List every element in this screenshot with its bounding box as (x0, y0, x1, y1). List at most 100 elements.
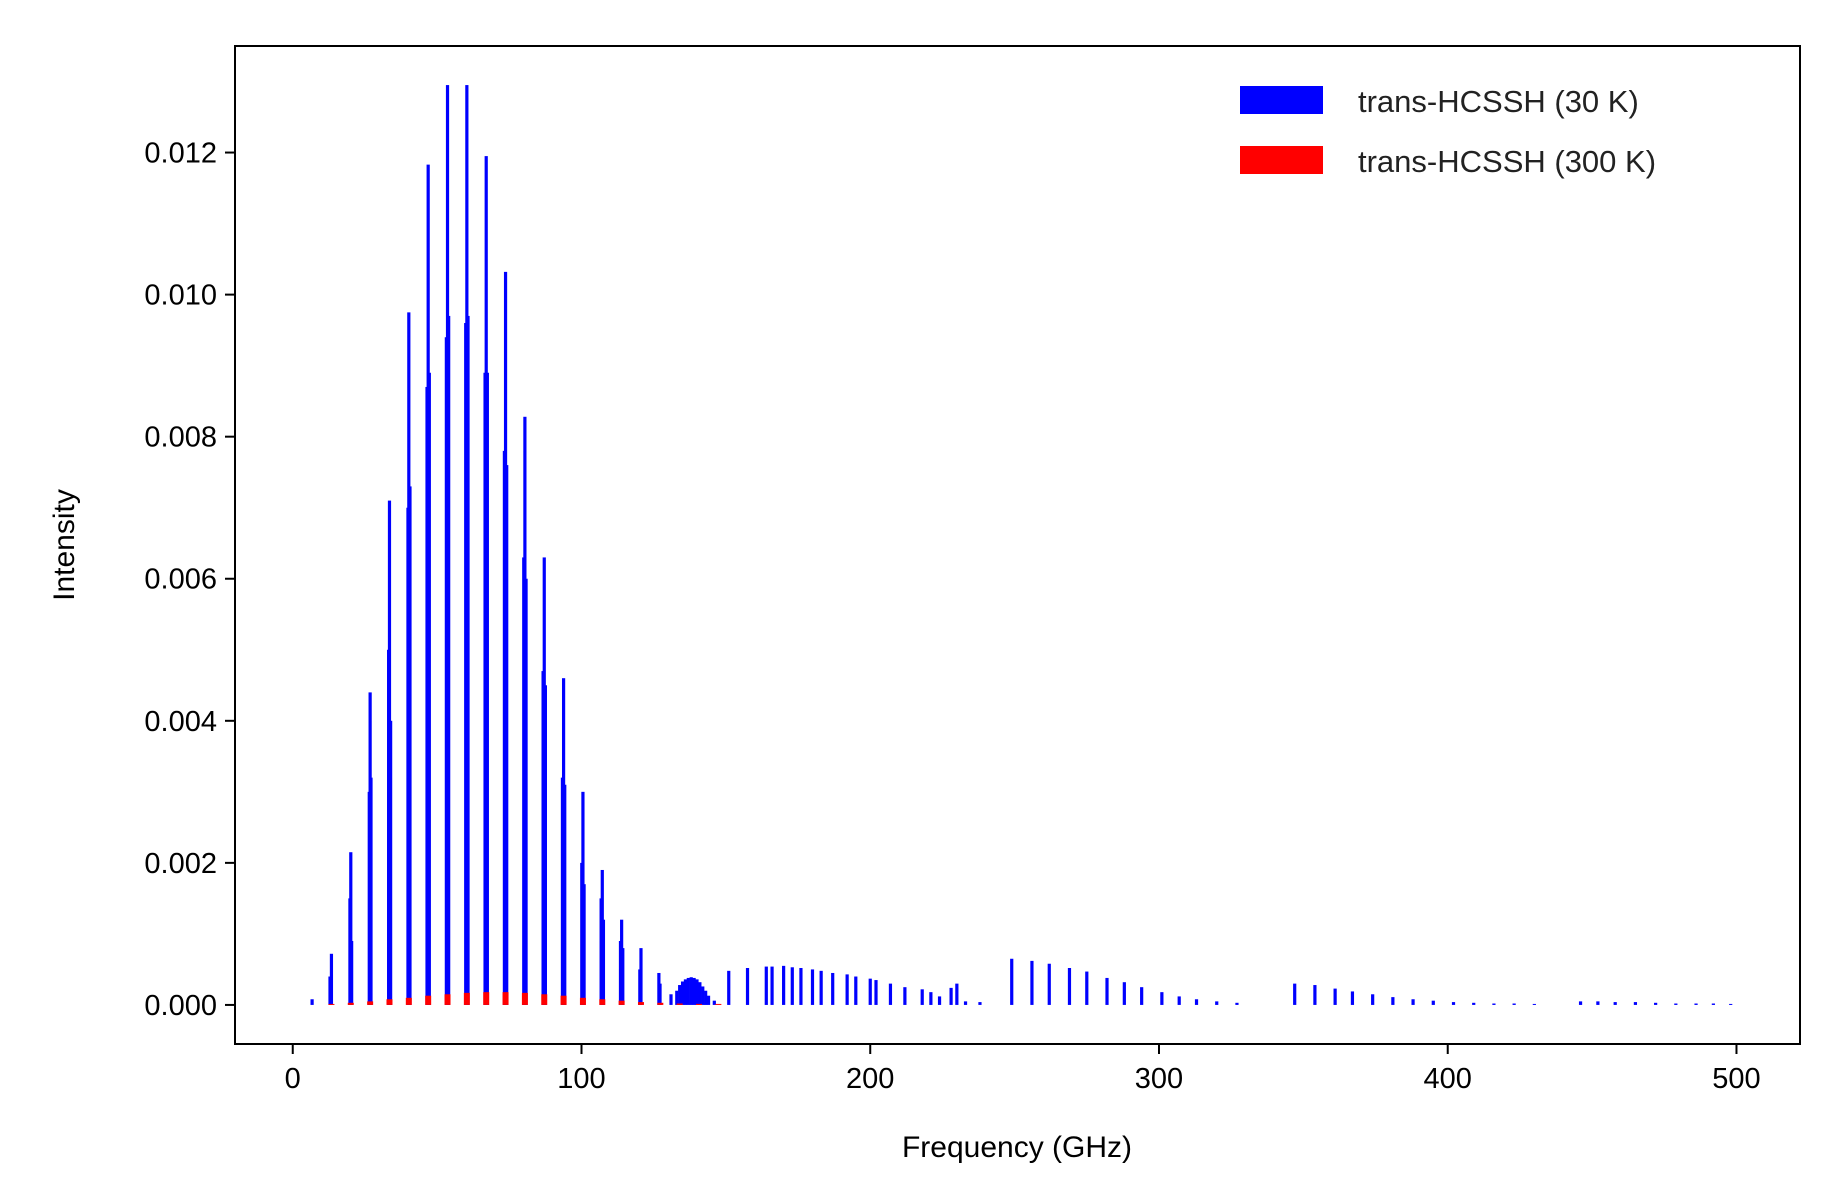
bar-series0-5 (350, 941, 354, 1005)
bar-series0-82 (920, 989, 924, 1005)
bar-series0-86 (955, 983, 959, 1005)
bar-series0-81 (903, 987, 907, 1005)
bar-series0-57 (686, 977, 690, 1005)
bar-series0-99 (1194, 999, 1199, 1005)
bar-series0-89 (1010, 958, 1014, 1005)
x-tick-label-1: 100 (557, 1063, 605, 1095)
bar-series0-49 (638, 969, 642, 1005)
bar-series0-54 (678, 985, 682, 1005)
bar-series0-60 (695, 979, 699, 1005)
y-axis: 0.000 0.002 0.004 0.006 0.008 0.010 0.012 (144, 138, 235, 1022)
bar-series0-73 (810, 969, 815, 1005)
bar-series1-17 (657, 1002, 664, 1005)
bar-series1-20 (715, 1003, 722, 1005)
legend-swatch-30k (1240, 86, 1323, 114)
bar-series0-13 (406, 507, 410, 1005)
bar-series0-109 (1431, 1000, 1435, 1005)
bar-series0-74 (819, 970, 823, 1005)
y-tick-label-2: 0.004 (144, 706, 217, 738)
bar-series1-1 (347, 1002, 354, 1005)
bar-series0-61 (698, 982, 702, 1005)
bar-series0-113 (1512, 1003, 1516, 1005)
bar-series0-88 (978, 1002, 982, 1005)
bar-series0-55 (680, 981, 685, 1005)
x-tick-label-5: 500 (1712, 1063, 1760, 1095)
bar-series0-85 (949, 987, 953, 1005)
bar-series0-43 (599, 898, 603, 1005)
bar-series0-106 (1371, 994, 1375, 1005)
bar-series0-102 (1293, 983, 1297, 1005)
bar-series0-121 (1694, 1003, 1698, 1005)
bar-series0-94 (1105, 977, 1109, 1005)
bar-series0-100 (1215, 1001, 1219, 1005)
bar-series0-87 (963, 1001, 968, 1005)
y-tick-label-0: 0.000 (144, 990, 217, 1022)
y-tick-label-4: 0.008 (144, 422, 217, 454)
bar-series1-6 (444, 994, 451, 1005)
bar-series0-97 (1160, 992, 1164, 1005)
bar-series1-4 (405, 997, 412, 1005)
x-tick-label-3: 300 (1135, 1063, 1183, 1095)
bar-series0-47 (621, 948, 625, 1005)
bar-series0-53 (675, 990, 679, 1005)
bar-series0-83 (929, 992, 933, 1005)
bar-series1-10 (521, 992, 528, 1005)
bar-series0-14 (408, 486, 412, 1005)
bar-series0-23 (466, 315, 470, 1005)
legend: trans-HCSSH (30 K) trans-HCSSH (300 K) (1240, 84, 1656, 179)
bar-series0-78 (868, 978, 872, 1005)
bar-series0-111 (1472, 1002, 1476, 1005)
bar-series0-26 (485, 372, 489, 1005)
y-tick-label-1: 0.002 (144, 848, 217, 880)
bar-series0-71 (790, 967, 794, 1005)
bar-series0-77 (854, 976, 858, 1005)
bar-series1-15 (618, 1000, 625, 1005)
bar-series0-98 (1177, 996, 1181, 1005)
bar-series1-9 (502, 992, 509, 1005)
bar-series0-112 (1492, 1003, 1496, 1005)
bar-series0-7 (367, 791, 371, 1005)
bars-layer (310, 85, 1733, 1005)
bar-series1-11 (541, 994, 548, 1005)
bar-series1-18 (676, 1003, 683, 1005)
bar-series0-91 (1047, 963, 1051, 1005)
bar-series0-40 (580, 862, 584, 1005)
bar-series0-4 (348, 898, 352, 1005)
bar-series0-32 (524, 578, 528, 1005)
bar-series0-117 (1613, 1002, 1617, 1005)
bar-series0-28 (502, 450, 506, 1005)
bar-series0-41 (582, 884, 586, 1005)
bar-series0-75 (831, 972, 835, 1005)
bar-series0-66 (727, 970, 731, 1005)
bar-series0-52 (669, 994, 673, 1005)
bar-series0-80 (888, 983, 893, 1005)
bar-series0-120 (1674, 1003, 1678, 1005)
bar-series0-101 (1235, 1002, 1239, 1005)
bar-series0-25 (483, 372, 487, 1005)
bar-series0-116 (1596, 1001, 1600, 1005)
bar-series1-2 (367, 1001, 374, 1005)
bar-series1-3 (386, 999, 393, 1005)
bar-series0-46 (618, 941, 623, 1005)
legend-label-30k: trans-HCSSH (30 K) (1358, 84, 1639, 119)
bar-series0-51 (658, 983, 662, 1005)
legend-swatch-300k (1240, 146, 1323, 174)
bar-series0-11 (389, 720, 393, 1005)
bar-series0-92 (1067, 968, 1072, 1005)
bar-series0-67 (745, 968, 750, 1005)
bar-series0-34 (541, 671, 545, 1005)
bar-series0-84 (937, 996, 942, 1005)
bar-series0-37 (560, 777, 565, 1005)
bar-series0-35 (543, 685, 547, 1005)
bar-series0-20 (447, 315, 451, 1005)
bar-series0-10 (387, 649, 391, 1005)
bar-series0-69 (770, 966, 774, 1005)
bar-series0-70 (782, 965, 786, 1005)
bar-series0-0 (310, 999, 314, 1005)
x-axis: 0 100 200 300 400 500 (285, 1044, 1761, 1095)
bar-series0-105 (1350, 991, 1355, 1005)
bar-series1-12 (560, 995, 567, 1005)
bar-series1-0 (328, 1003, 335, 1005)
x-tick-label-0: 0 (285, 1063, 301, 1095)
